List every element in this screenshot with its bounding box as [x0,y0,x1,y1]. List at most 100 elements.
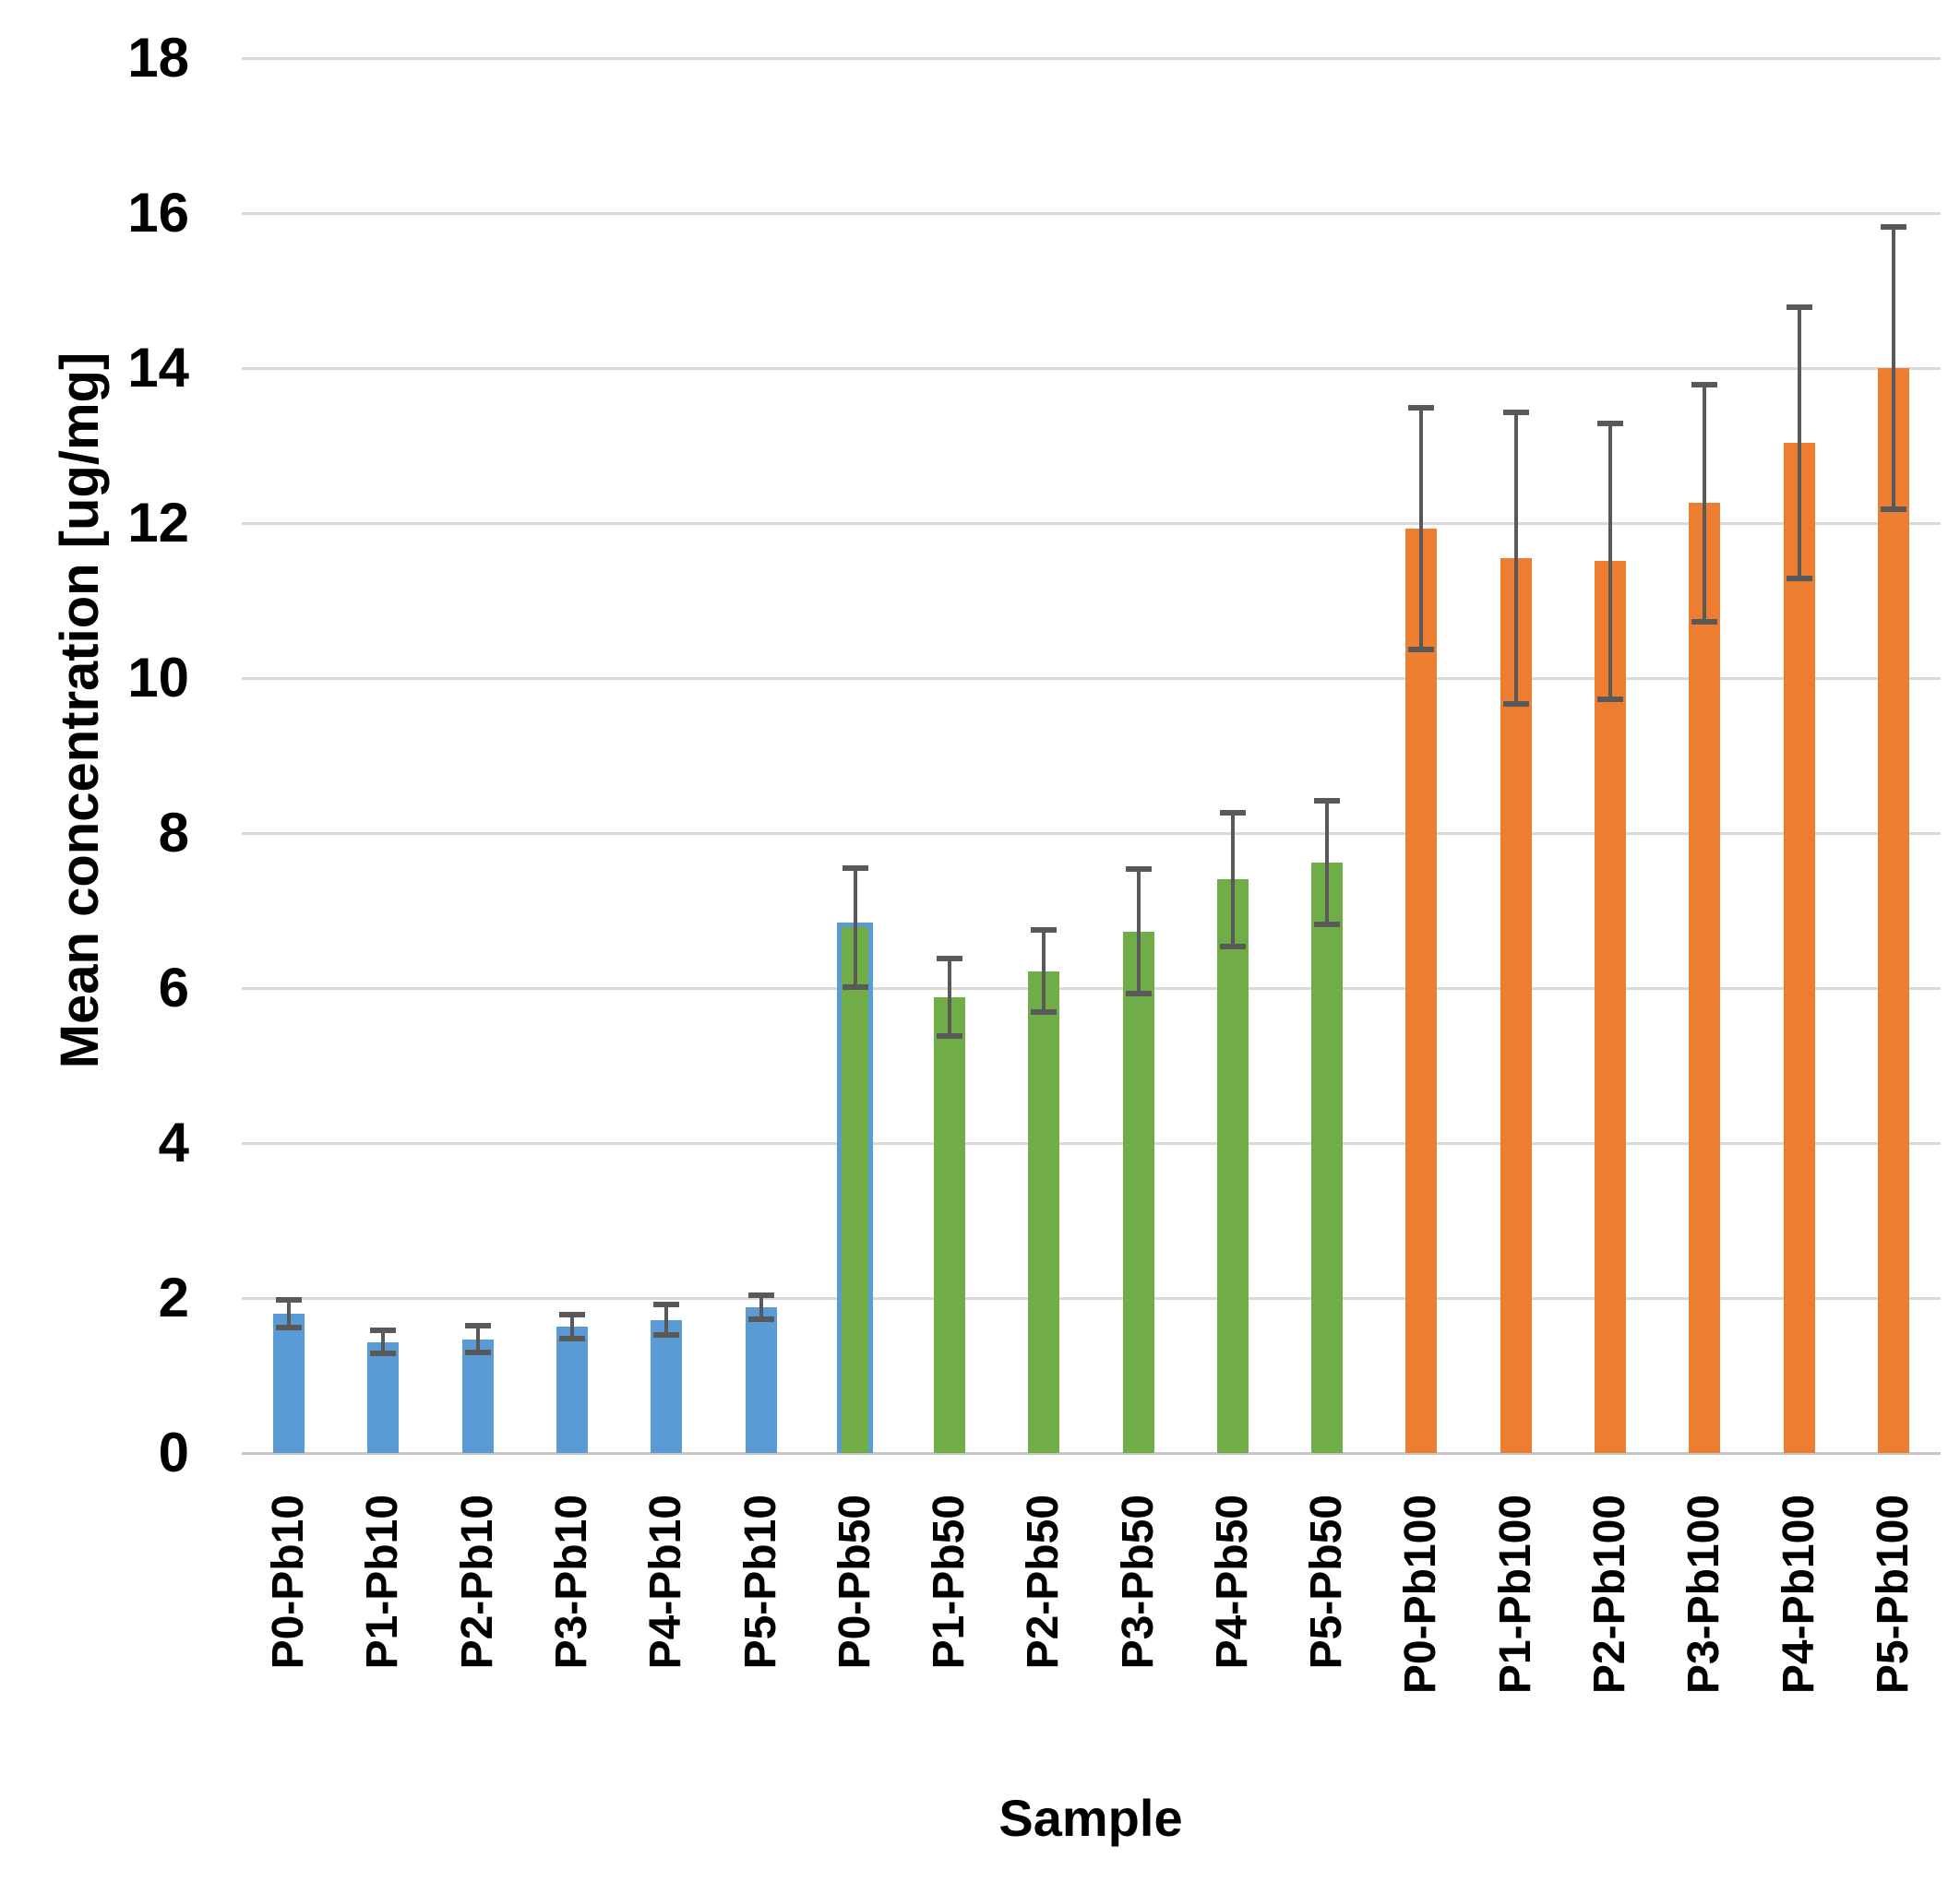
error-bar-cap-bottom [1597,696,1624,702]
bar-P0-Pb10 [273,1313,305,1453]
x-tick-label-P5-Pb10: P5-Pb10 [735,1495,785,1670]
error-bar-line [664,1304,669,1336]
bar-P1-Pb10 [367,1341,400,1453]
bar-P4-Pb50 [1216,879,1249,1453]
error-bar-cap-bottom [937,1033,963,1040]
x-tick-label-P2-Pb100: P2-Pb100 [1585,1495,1635,1695]
error-bar-line [381,1330,386,1354]
bar-P5-Pb10 [745,1307,777,1453]
error-bar-line [1513,411,1518,704]
y-tick-label: 12 [127,492,189,554]
y-tick-label: 4 [158,1112,189,1173]
error-bar-cap-bottom [1880,506,1906,512]
error-bar-cap-top [1219,810,1246,816]
error-bar-line [1042,930,1046,1013]
x-tick-label-P1-Pb10: P1-Pb10 [358,1495,408,1670]
bar-P2-Pb10 [461,1339,494,1453]
x-tick-label-P0-Pb10: P0-Pb10 [264,1495,314,1670]
x-tick-label-P0-Pb50: P0-Pb50 [830,1495,879,1670]
error-bar-cap-bottom [653,1332,680,1339]
error-bar-cap-bottom [370,1351,397,1357]
error-bar-line [287,1299,292,1328]
error-bar-cap-bottom [1219,943,1246,949]
x-tick-label-P1-Pb50: P1-Pb50 [925,1495,974,1670]
y-tick-label: 0 [158,1422,189,1483]
error-bar-cap-top [1502,409,1529,415]
x-tick-label-P5-Pb50: P5-Pb50 [1302,1495,1352,1670]
bar-P1-Pb100 [1500,557,1532,1453]
y-tick-label: 16 [127,182,189,244]
error-bar-line [853,867,857,988]
error-bar-cap-bottom [1314,922,1341,928]
error-bar-cap-bottom [464,1349,491,1355]
gridline [242,56,1941,60]
error-bar-line [1608,423,1613,699]
error-bar-cap-bottom [747,1316,774,1322]
bar-P0-Pb50 [837,923,874,1453]
y-tick-label: 14 [127,337,189,399]
gridline [242,521,1941,525]
error-bar-cap-top [747,1292,774,1299]
error-bar-cap-bottom [276,1324,303,1330]
bar-P5-Pb100 [1877,368,1909,1453]
bar-P0-Pb100 [1405,528,1438,1453]
error-bar-cap-bottom [1786,576,1812,582]
error-bar-line [569,1315,574,1339]
x-tick-label-P2-Pb50: P2-Pb50 [1019,1495,1069,1670]
x-tick-label-P3-Pb100: P3-Pb100 [1679,1495,1729,1695]
error-bar-cap-bottom [1125,990,1152,996]
gridline [242,1296,1941,1300]
x-tick-label-P3-Pb10: P3-Pb10 [546,1495,596,1670]
gridline [242,831,1941,835]
error-bar-cap-top [653,1301,680,1307]
gridline [242,676,1941,680]
x-tick-label-P4-Pb50: P4-Pb50 [1207,1495,1257,1670]
x-tick-label-P5-Pb100: P5-Pb100 [1868,1495,1918,1695]
y-tick-label: 18 [127,27,189,89]
error-bar-cap-top [1031,927,1058,933]
x-tick-label-P4-Pb10: P4-Pb10 [641,1495,691,1670]
error-bar-cap-top [1691,381,1718,387]
bar-P2-Pb100 [1595,561,1627,1453]
error-bar-cap-bottom [1408,646,1435,652]
error-bar-line [475,1326,480,1352]
x-tick-label-P4-Pb100: P4-Pb100 [1774,1495,1823,1695]
error-bar-cap-top [1786,304,1812,311]
x-tick-label-P0-Pb100: P0-Pb100 [1396,1495,1446,1695]
error-bar-cap-bottom [842,984,868,991]
error-bar-line [1797,307,1801,579]
x-tick-label-P1-Pb100: P1-Pb100 [1490,1495,1540,1695]
error-bar-line [1136,869,1141,994]
error-bar-cap-top [842,864,868,871]
x-axis-title: Sample [998,1789,1183,1847]
bar-P5-Pb50 [1311,862,1344,1453]
error-bar-line [948,959,952,1037]
gridline [242,986,1941,990]
error-bar-cap-top [1597,420,1624,426]
bar-P3-Pb100 [1689,503,1721,1453]
bar-P3-Pb50 [1122,931,1154,1453]
error-bar-cap-top [937,956,963,962]
error-bar-line [1419,407,1424,649]
bar-P1-Pb50 [934,997,966,1453]
error-bar-cap-top [1125,866,1152,873]
x-tick-label-P2-Pb10: P2-Pb10 [452,1495,502,1670]
gridline [242,211,1941,215]
error-bar-cap-bottom [1031,1009,1058,1016]
error-bar-cap-top [1314,797,1341,804]
bar-P3-Pb10 [556,1327,588,1453]
error-bar-line [1891,227,1895,509]
error-bar-cap-bottom [1691,618,1718,625]
error-bar-cap-top [1880,224,1906,231]
error-bar-cap-top [276,1296,303,1303]
error-bar-cap-top [1408,404,1435,411]
y-tick-label: 8 [158,802,189,864]
x-tick-label-P3-Pb50: P3-Pb50 [1113,1495,1163,1670]
error-bar-cap-bottom [1502,700,1529,707]
x-axis-line [242,1451,1941,1455]
error-bar-line [1325,800,1330,925]
bar-P4-Pb10 [651,1319,683,1453]
gridline [242,1141,1941,1145]
error-bar-cap-top [558,1312,585,1318]
